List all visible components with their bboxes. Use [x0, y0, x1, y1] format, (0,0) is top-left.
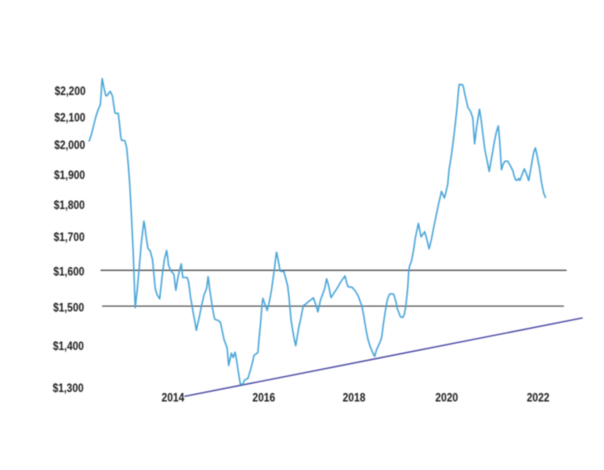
svg-text:$1,500: $1,500	[53, 301, 84, 315]
svg-text:$1,900: $1,900	[54, 168, 85, 182]
svg-text:2016: 2016	[252, 391, 275, 405]
svg-text:$2,000: $2,000	[54, 138, 85, 152]
svg-text:$1,300: $1,300	[53, 381, 84, 395]
svg-text:$2,100: $2,100	[54, 111, 85, 125]
svg-text:$1,400: $1,400	[53, 339, 84, 353]
svg-text:$2,200: $2,200	[55, 84, 86, 98]
svg-text:$1,700: $1,700	[54, 230, 85, 244]
svg-text:$1,600: $1,600	[53, 265, 84, 279]
svg-text:$1,800: $1,800	[54, 198, 85, 212]
svg-text:2022: 2022	[527, 391, 550, 405]
svg-text:2018: 2018	[343, 391, 366, 405]
svg-text:2020: 2020	[435, 391, 458, 405]
svg-text:2014: 2014	[162, 391, 185, 405]
